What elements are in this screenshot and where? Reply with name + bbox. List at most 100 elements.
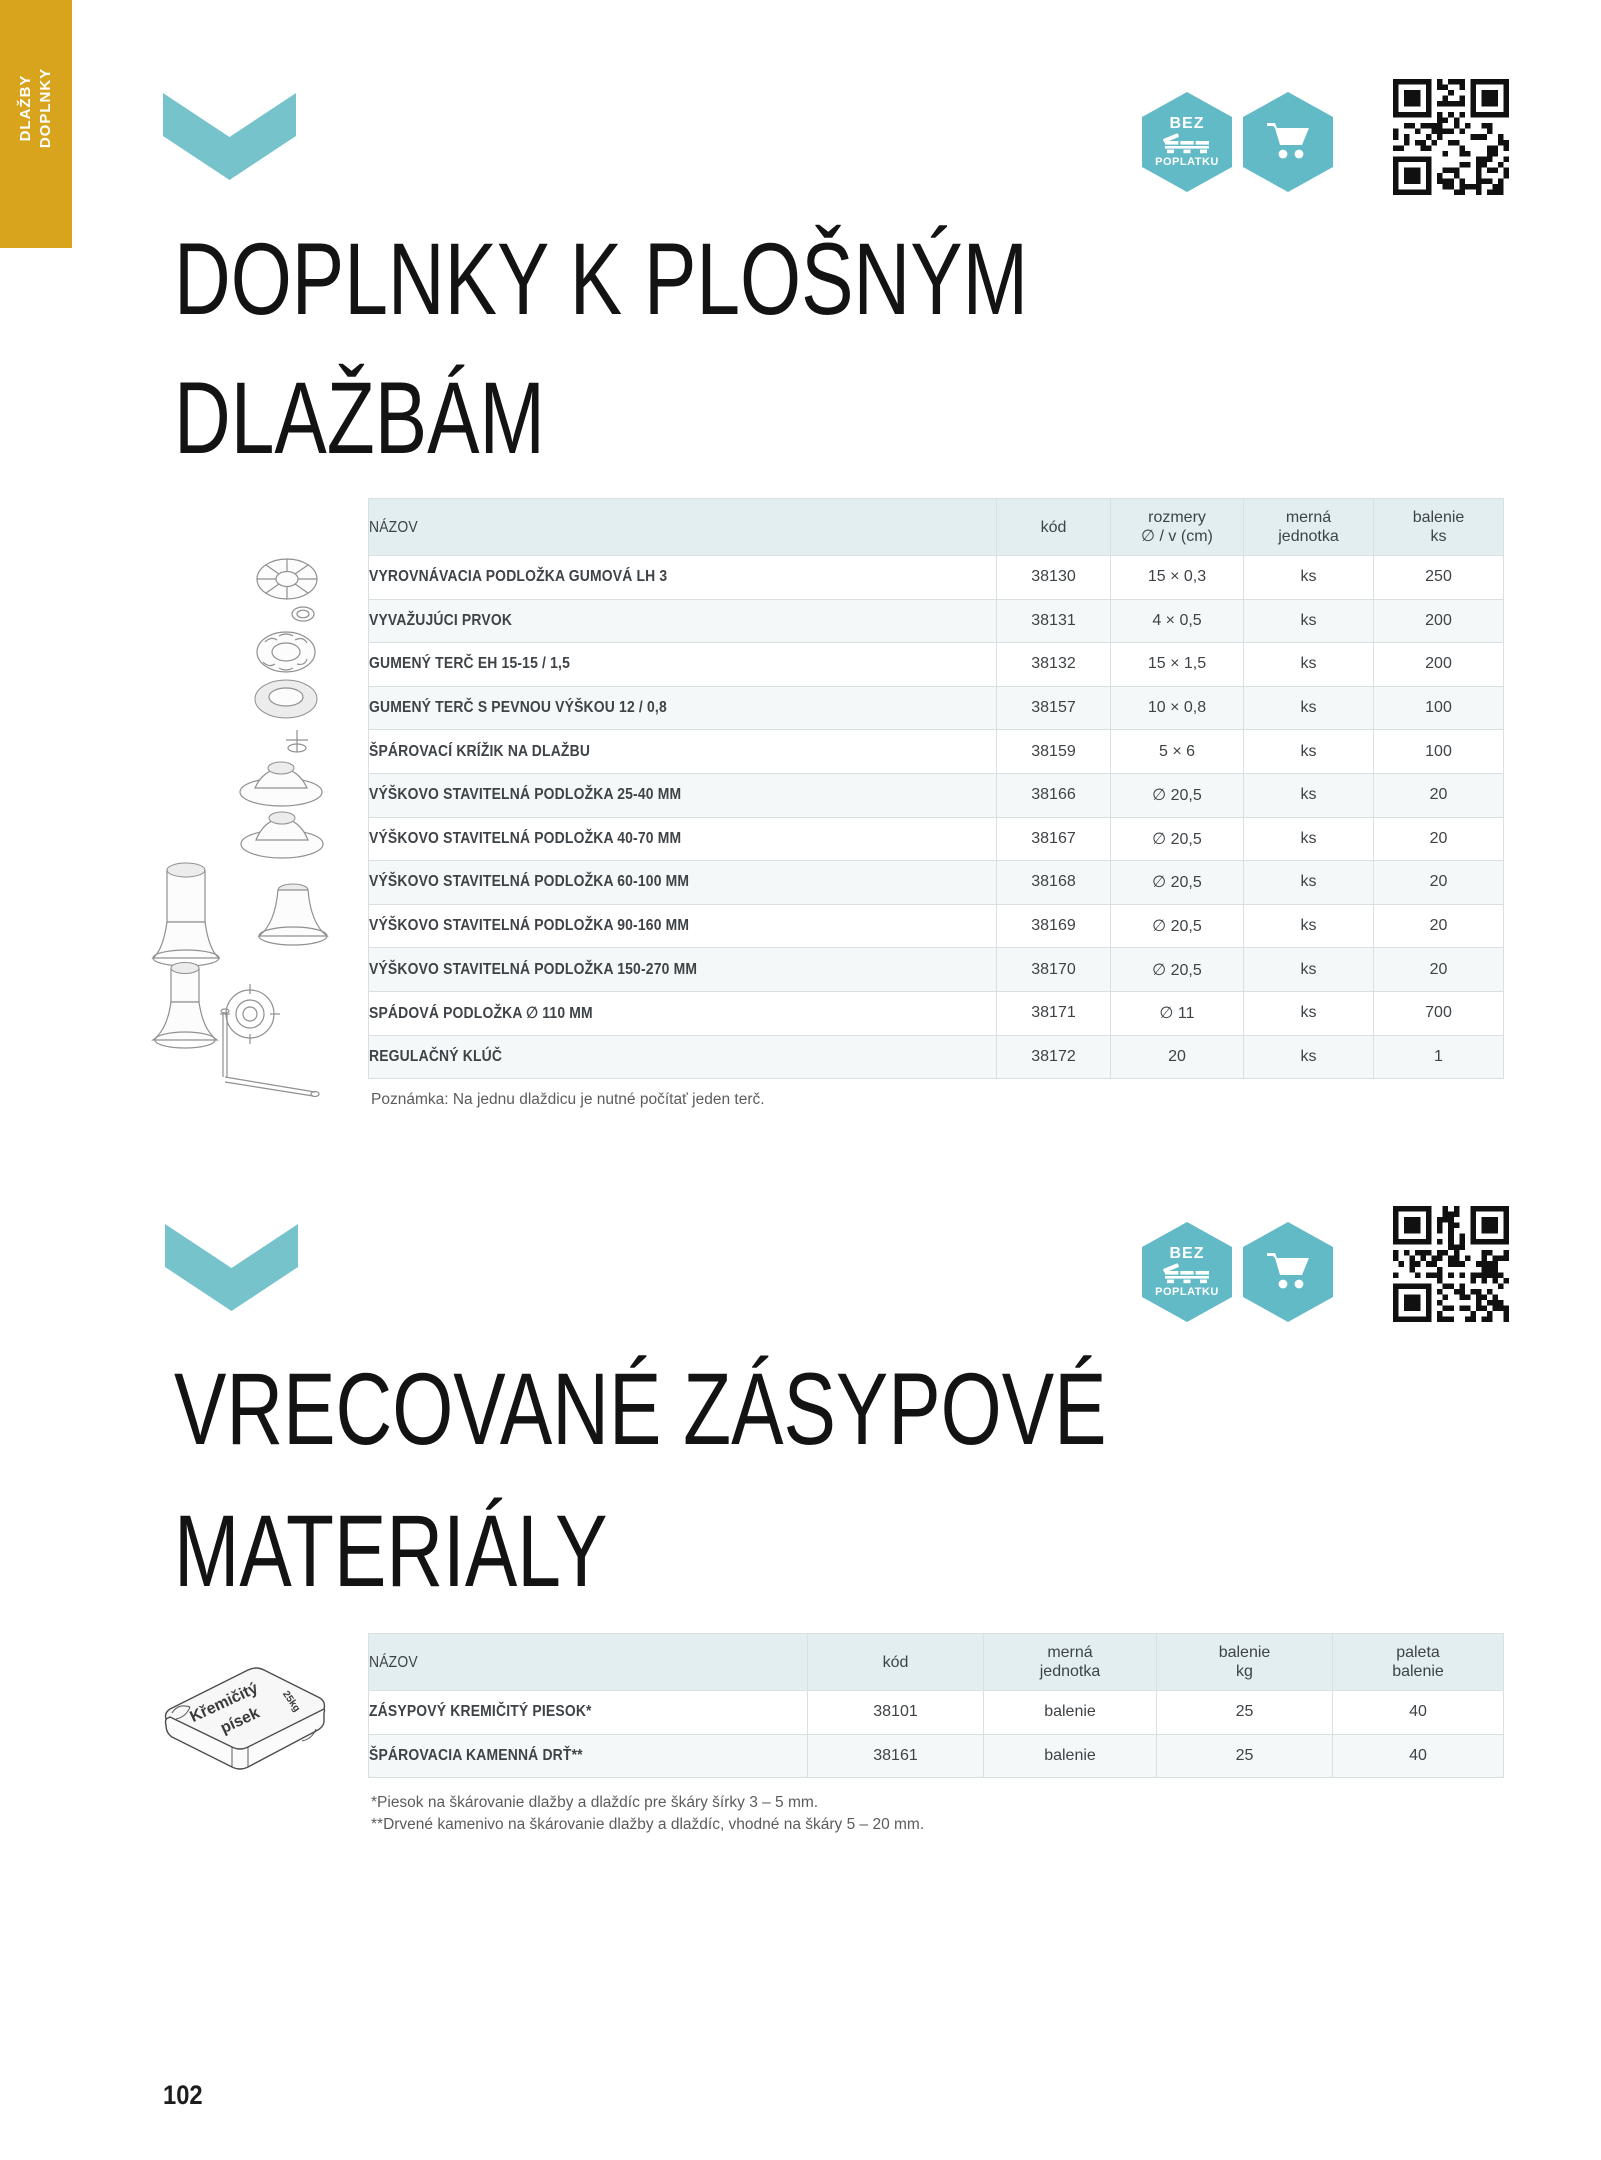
value-cell: 10 × 0,8 (1110, 685, 1244, 731)
product-name-cell: SPÁDOVÁ PODLOŽKA ∅ 110 MM (368, 990, 997, 1036)
value-cell: ∅ 20,5 (1110, 903, 1244, 949)
value-cell: 20 (1373, 816, 1504, 862)
column-header: merná jednotka (1243, 498, 1374, 556)
value-cell: 38166 (996, 772, 1111, 818)
value-cell: 38101 (807, 1690, 984, 1735)
product-name-cell: ZÁSYPOVÝ KREMIČITÝ PIESOK* (368, 1690, 808, 1735)
value-cell: 100 (1373, 729, 1504, 774)
section-chevron-icon (165, 1224, 298, 1311)
product-name-cell: VÝŠKOVO STAVITELNÁ PODLOŽKA 90-160 MM (368, 903, 997, 949)
value-cell: ks (1243, 990, 1374, 1036)
table-row: GUMENÝ TERČ EH 15-15 / 1,5 38132 15 × 1,5 k… (368, 642, 1504, 687)
value-cell: 20 (1373, 772, 1504, 818)
category-side-tab-label: DLAŽBY DOPLNKY (16, 68, 56, 148)
value-cell: ∅ 20,5 (1110, 860, 1244, 905)
value-cell: 20 (1373, 947, 1504, 992)
value-cell: balenie (983, 1733, 1157, 1779)
value-cell: ∅ 20,5 (1110, 772, 1244, 818)
value-cell: 4 × 0,5 (1110, 598, 1244, 644)
table-row: SPÁDOVÁ PODLOŽKA ∅ 110 MM 38171 ∅ 11 ks 700 (368, 990, 1504, 1036)
value-cell: 25 (1156, 1690, 1333, 1735)
value-cell: 38171 (996, 990, 1111, 1036)
table-row: VÝŠKOVO STAVITELNÁ PODLOŽKA 150-270 MM 38… (368, 947, 1504, 992)
catalog-table: NÁZOV kód merná jednotka balenie kg paleta bale… (368, 1633, 1504, 1779)
badge-bez-label: BEZ (1169, 1245, 1205, 1262)
pallet-icon (1163, 1263, 1209, 1284)
value-cell: 200 (1373, 598, 1504, 644)
product-name-cell: VYVAŽUJÚCI PRVOK (368, 598, 997, 644)
zasypove-table: NÁZOV kód merná jednotka balenie kg paleta bale… (368, 1633, 1504, 1779)
column-header: NÁZOV (368, 498, 997, 556)
value-cell: ks (1243, 685, 1374, 731)
bez-poplatku-badge: BEZ POPLATKU (1142, 92, 1232, 192)
pedestal-products-illustration (151, 558, 329, 1097)
value-cell: ks (1243, 598, 1374, 644)
value-cell: ks (1243, 1034, 1374, 1080)
product-name-cell: VÝŠKOVO STAVITELNÁ PODLOŽKA 60-100 MM (368, 860, 997, 905)
value-cell: ∅ 20,5 (1110, 816, 1244, 862)
value-cell: 38131 (996, 598, 1111, 644)
catalog-table: NÁZOV kód rozmery ∅ / v (cm) merná jednotka ba… (368, 498, 1504, 1080)
value-cell: 25 (1156, 1733, 1333, 1779)
table-row: VYROVNÁVACIA PODLOŽKA GUMOVÁ LH 3 38130 15… (368, 555, 1504, 600)
cart-icon (1267, 123, 1309, 159)
value-cell: 38132 (996, 642, 1111, 687)
value-cell: 38159 (996, 729, 1111, 774)
product-name-cell: ŠPÁROVACÍ KRÍŽIK NA DLAŽBU (368, 729, 997, 774)
badge-poplatku-label: POPLATKU (1155, 156, 1219, 168)
value-cell: ks (1243, 860, 1374, 905)
table-row: GUMENÝ TERČ S PEVNOU VÝŠKOU 12 / 0,8 3815… (368, 685, 1504, 731)
cart-icon (1267, 1253, 1309, 1289)
table-row: VÝŠKOVO STAVITELNÁ PODLOŽKA 60-100 MM 381… (368, 860, 1504, 905)
value-cell: ∅ 11 (1110, 990, 1244, 1036)
table-row: VÝŠKOVO STAVITELNÁ PODLOŽKA 25-40 MM 3816… (368, 772, 1504, 818)
value-cell: 38168 (996, 860, 1111, 905)
pallet-icon (1163, 133, 1209, 154)
badge-bez-label: BEZ (1169, 115, 1205, 132)
sand-bag-illustration: Křemičitý písek 25kg (164, 1667, 326, 1770)
product-name-cell: GUMENÝ TERČ EH 15-15 / 1,5 (368, 642, 997, 687)
table-row: VYVAŽUJÚCI PRVOK 38131 4 × 0,5 ks 200 (368, 598, 1504, 644)
table-note: Poznámka: Na jednu dlaždicu je nutné poč… (371, 1091, 765, 1108)
bez-poplatku-badge: BEZ POPLATKU (1142, 1222, 1232, 1322)
value-cell: 20 (1110, 1034, 1244, 1080)
table-row: VÝŠKOVO STAVITELNÁ PODLOŽKA 90-160 MM 381… (368, 903, 1504, 949)
value-cell: 40 (1332, 1733, 1504, 1779)
value-cell: balenie (983, 1690, 1157, 1735)
value-cell: 20 (1373, 903, 1504, 949)
value-cell: ks (1243, 555, 1374, 600)
value-cell: 700 (1373, 990, 1504, 1036)
table-row: ZÁSYPOVÝ KREMIČITÝ PIESOK* 38101 balenie 25… (368, 1690, 1504, 1735)
value-cell: 100 (1373, 685, 1504, 731)
product-name-cell: VYROVNÁVACIA PODLOŽKA GUMOVÁ LH 3 (368, 555, 997, 600)
table-row: ŠPÁROVACIA KAMENNÁ DRŤ** 38161 balenie 25 40 (368, 1733, 1504, 1779)
value-cell: 250 (1373, 555, 1504, 600)
side-tab-line1: DLAŽBY (17, 74, 34, 142)
qr-code (1393, 79, 1509, 195)
product-name-cell: VÝŠKOVO STAVITELNÁ PODLOŽKA 25-40 MM (368, 772, 997, 818)
section2-title-line2: MATERIÁLY (174, 1494, 608, 1608)
column-header: merná jednotka (983, 1633, 1157, 1691)
value-cell: ks (1243, 903, 1374, 949)
cart-badge (1243, 1222, 1333, 1322)
table-row: REGULAČNÝ KLÚČ 38172 20 ks 1 (368, 1034, 1504, 1080)
value-cell: 38170 (996, 947, 1111, 992)
product-name-cell: VÝŠKOVO STAVITELNÁ PODLOŽKA 40-70 MM (368, 816, 997, 862)
footnote-2: **Drvené kamenivo na škárovanie dlažby a… (371, 1816, 925, 1833)
product-name-cell: GUMENÝ TERČ S PEVNOU VÝŠKOU 12 / 0,8 (368, 685, 997, 731)
product-name-cell: ŠPÁROVACIA KAMENNÁ DRŤ** (368, 1733, 808, 1779)
column-header: NÁZOV (368, 1633, 808, 1691)
value-cell: 1 (1373, 1034, 1504, 1080)
value-cell: 200 (1373, 642, 1504, 687)
value-cell: ks (1243, 642, 1374, 687)
column-header: rozmery ∅ / v (cm) (1110, 498, 1244, 556)
value-cell: ks (1243, 816, 1374, 862)
table-row: VÝŠKOVO STAVITELNÁ PODLOŽKA 40-70 MM 3816… (368, 816, 1504, 862)
doplnky-table: NÁZOV kód rozmery ∅ / v (cm) merná jednotka ba… (368, 498, 1504, 1080)
column-header: paleta balenie (1332, 1633, 1504, 1691)
page-number: 102 (163, 2080, 203, 2110)
value-cell: 5 × 6 (1110, 729, 1244, 774)
value-cell: 38161 (807, 1733, 984, 1779)
section1-title-line2: DLAŽBÁM (174, 361, 545, 475)
